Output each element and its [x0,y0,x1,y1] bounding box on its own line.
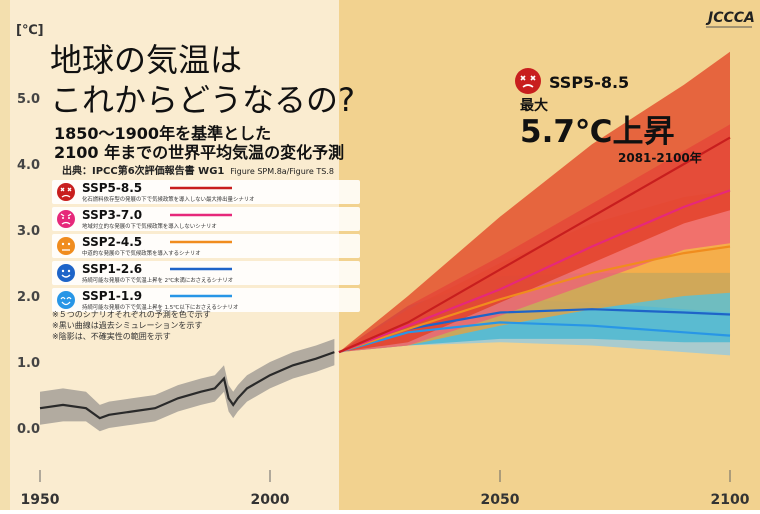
angry-face-icon [57,210,75,228]
legend-item-box [52,261,360,285]
note-3: ※陰影は、不確実性の範囲を示す [52,331,171,341]
highlight-max-label: 最大 [520,97,548,114]
line-ssp3-7-0 [338,189,731,354]
y-tick-label: 4.0 [17,158,40,173]
title-line-1: 地球の気温は [50,41,242,79]
line-ssp5-8-5 [338,136,731,354]
y-tick-label: 3.0 [17,224,40,239]
legend-item-box [52,288,360,312]
note-2: ※黒い曲線は過去シミュレーションを示す [52,320,202,330]
legend-item-box [52,207,360,231]
uncertainty-bands [339,51,730,356]
legend-item-box [52,180,360,204]
legend-scenario-name: SSP2-4.5 [82,235,142,249]
dead-face-icon [57,183,75,201]
x-tick-label: 2000 [251,492,290,508]
highlight-value: 5.7℃上昇 [520,114,674,150]
legend-scenario-name: SSP1-2.6 [82,262,142,276]
legend-item-box [52,234,360,258]
x-axis-ticks: 1950 2000 2050 2100 [21,470,750,508]
legend-scenario-description: 中道的な発展の下で気候政策を導入するシナリオ [82,249,201,257]
happy-face-icon [57,291,75,309]
legend-scenario-description: 持続可能な発展の下で気温上昇を 2℃未満におさえるシナリオ [82,276,233,284]
band-historical [40,338,335,432]
highlight-period: 2081-2100年 [618,150,702,165]
x-tick-label: 1950 [21,492,60,508]
scenario-lines [338,136,731,354]
band-ssp5-8-5 [339,51,730,353]
subtitle-line-2: 2100 年までの世界平均気温の変化予測 [54,143,344,162]
note-1: ※５つのシナリオそれぞれの予測を色で示す [52,309,211,319]
x-tick-label: 2100 [711,492,750,508]
y-axis-ticks: 0.0 1.0 2.0 3.0 4.0 5.0 [17,92,40,437]
legend-scenario-name: SSP3-7.0 [82,208,142,222]
legend-scenario-name: SSP5-8.5 [82,181,142,195]
logo: JCCCA [705,10,755,26]
y-tick-label: 2.0 [17,290,40,305]
legend-scenario-description: 持続可能な発展の下で気温上昇を 1.5℃以下におさえるシナリオ [82,303,238,311]
source-label: 出典：IPCC第6次評価報告書 WG1 Figure SPM.8a/Figure … [62,164,334,177]
line-historical [39,351,335,420]
y-tick-label: 0.0 [17,422,40,437]
legend-scenario-name: SSP1-1.9 [82,289,142,303]
legend: SSP5-8.5化石燃料依存型の発展の下で気候政策を導入しない最大排出量シナリオ… [52,180,360,312]
left-margin-strip [0,0,10,510]
dead-face-icon [515,68,541,94]
y-tick-label: 1.0 [17,356,40,371]
subtitle-line-1: 1850～1900年を基準とした [54,124,271,143]
smile-face-icon [57,264,75,282]
y-tick-label: 5.0 [17,92,40,107]
neutral-face-icon [57,237,75,255]
title-line-2: これからどうなるの? [50,81,355,119]
historical-simulation [39,338,335,432]
legend-scenario-description: 化石燃料依存型の発展の下で気候政策を導入しない最大排出量シナリオ [82,195,255,203]
line-ssp2-4-5 [338,245,731,354]
highlight-scenario: SSP5-8.5 [549,73,629,92]
legend-scenario-description: 地域対立的な発展の下で気候政策を導入しないシナリオ [82,222,217,230]
y-unit-label: [℃] [16,23,44,38]
x-tick-label: 2050 [481,492,520,508]
line-ssp1-1-9 [338,321,731,354]
